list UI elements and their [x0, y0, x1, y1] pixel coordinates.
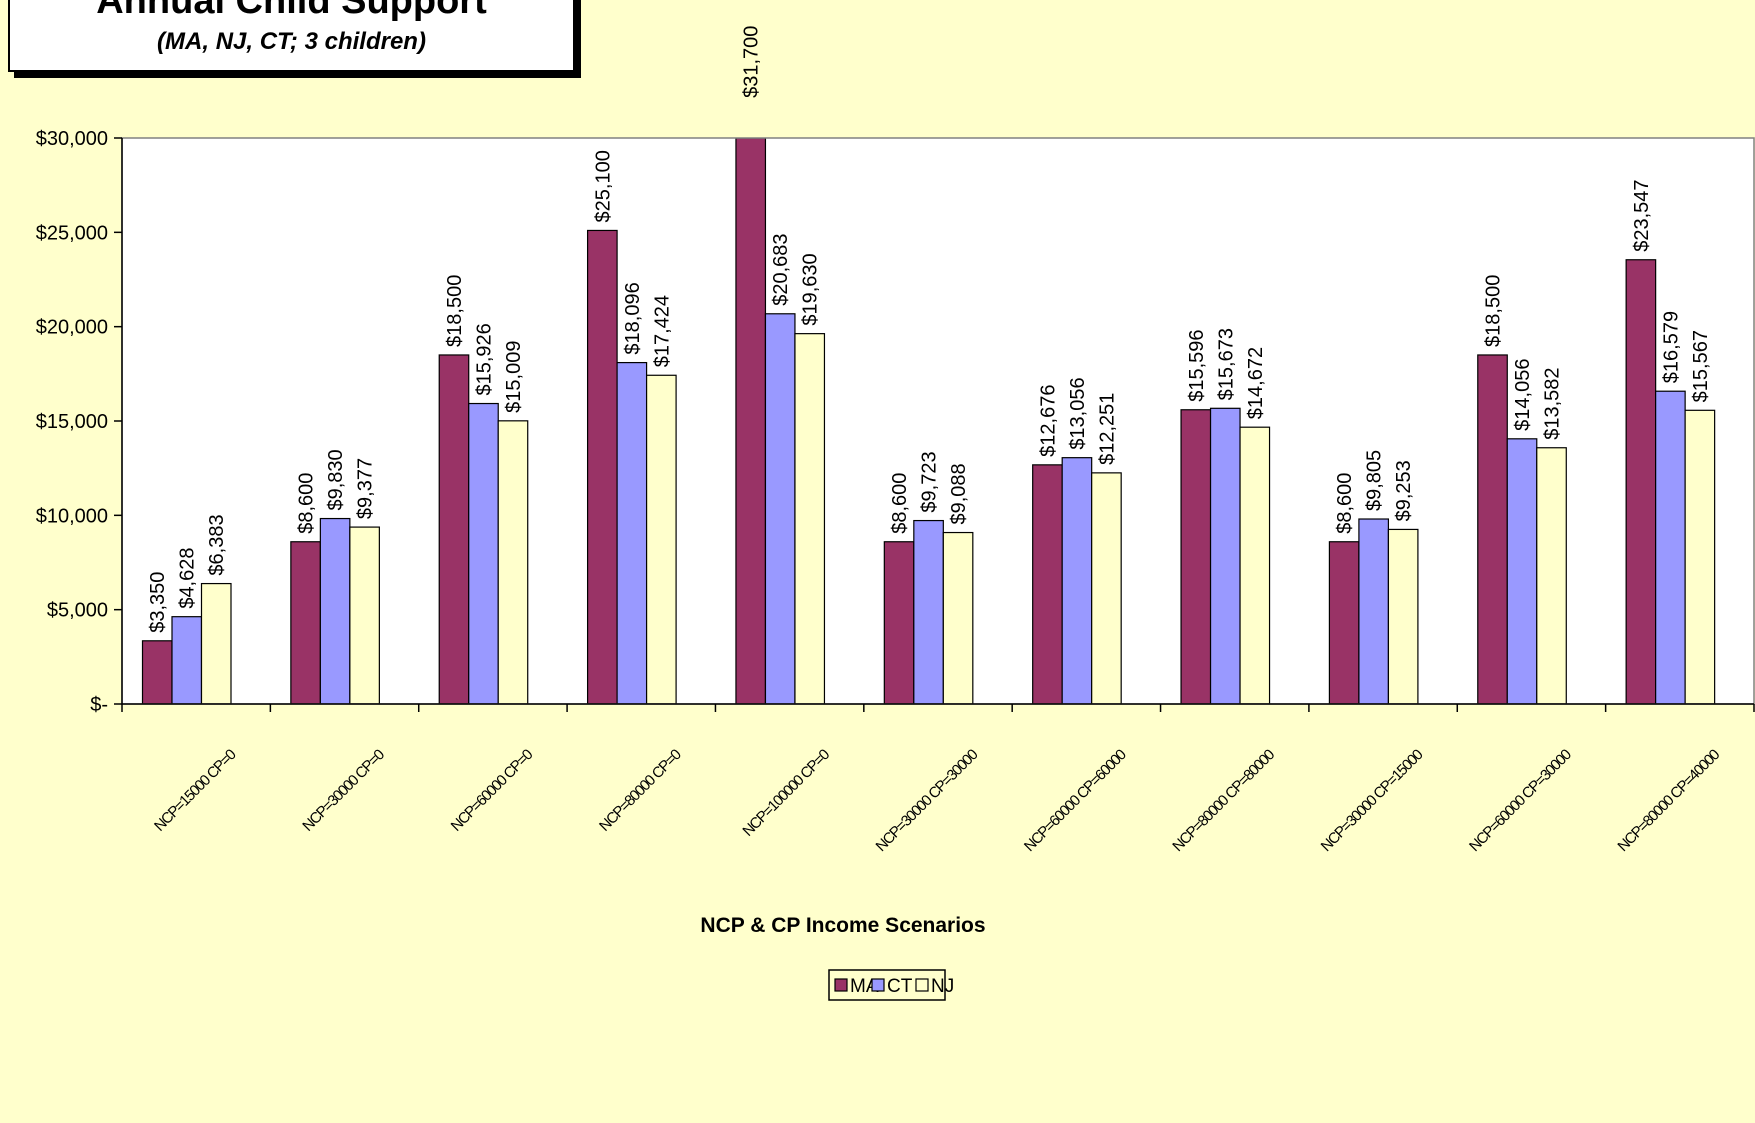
legend-swatch-nj — [915, 978, 929, 992]
x-tick-label: NCP=60000 CP=60000 — [1021, 746, 1130, 855]
bar-ct — [171, 616, 203, 704]
bar-ct — [319, 517, 351, 704]
bar-ct — [1061, 457, 1093, 704]
data-label: $12,251 — [1096, 393, 1118, 465]
data-label: $23,547 — [1631, 179, 1653, 251]
data-label: $15,596 — [1186, 329, 1208, 401]
x-tick-label: NCP=15000 CP=0 — [151, 746, 240, 835]
y-tick-label: $30,000 — [36, 128, 108, 150]
bar-ct — [1209, 407, 1241, 704]
data-label: $15,009 — [503, 341, 525, 413]
bar-ma — [1328, 541, 1360, 704]
data-label: $3,350 — [147, 572, 169, 633]
bar-nj — [1091, 472, 1122, 704]
x-tick-label: NCP=30000 CP=0 — [299, 746, 388, 835]
x-tick-label: NCP=30000 CP=15000 — [1318, 746, 1427, 855]
x-tick-label: NCP=60000 CP=30000 — [1466, 746, 1575, 855]
y-tick-label: $15,000 — [36, 411, 108, 433]
data-label: $9,830 — [325, 449, 347, 510]
x-tick-label: NCP=30000 CP=30000 — [873, 746, 982, 855]
data-label: $12,676 — [1037, 385, 1059, 457]
bar-nj — [497, 420, 529, 704]
bar-ma — [883, 541, 915, 704]
bar-ma — [735, 138, 767, 704]
bar-nj — [1536, 447, 1567, 704]
y-tick-label: $5,000 — [47, 600, 108, 622]
bar-ma — [586, 229, 618, 704]
bar-ma — [1477, 354, 1508, 704]
data-label: $4,628 — [177, 548, 199, 609]
bar-ct — [616, 361, 648, 704]
bar-nj — [794, 333, 826, 704]
x-tick-label: NCP=100000 CP=0 — [739, 746, 833, 840]
y-tick-label: $25,000 — [36, 222, 108, 244]
chart-title: Annual Child Support — [96, 0, 487, 22]
bar-ct — [1655, 390, 1686, 704]
data-label: $9,377 — [355, 458, 377, 519]
legend-swatch-ma — [834, 978, 848, 992]
legend-swatch-ct — [871, 978, 885, 992]
data-label: $20,683 — [770, 233, 792, 305]
data-label: $25,100 — [592, 150, 614, 222]
data-label: $9,253 — [1393, 460, 1415, 521]
data-label: $9,723 — [919, 451, 941, 512]
data-label: $14,056 — [1512, 359, 1534, 431]
bar-ct — [1358, 518, 1390, 704]
bar-ct — [913, 519, 944, 704]
chart-subtitle: (MA, NJ, CT; 3 children) — [157, 28, 426, 55]
data-label: $16,579 — [1660, 311, 1682, 383]
bar-nj — [942, 531, 974, 704]
data-label: $8,600 — [1334, 473, 1356, 534]
x-tick-label: NCP=60000 CP=0 — [448, 746, 537, 835]
x-tick-label: NCP=80000 CP=80000 — [1169, 746, 1278, 855]
legend-label-nj: NJ — [931, 976, 954, 997]
bar-ct — [468, 402, 499, 704]
bar-ct — [764, 313, 796, 704]
data-label: $19,630 — [800, 253, 822, 325]
data-label: $31,700 — [741, 26, 763, 98]
bar-ma — [438, 354, 470, 704]
x-axis-title: NCP & CP Income Scenarios — [700, 914, 985, 937]
data-label: $15,673 — [1215, 328, 1237, 400]
data-label: $13,056 — [1067, 377, 1089, 449]
data-label: $18,500 — [444, 275, 466, 347]
bar-nj — [200, 582, 232, 704]
data-label: $9,805 — [1364, 450, 1386, 511]
x-tick-label: NCP=80000 CP=40000 — [1614, 746, 1723, 855]
data-label: $6,383 — [206, 514, 228, 575]
y-tick-label: $- — [90, 694, 108, 716]
y-tick-label: $10,000 — [36, 505, 108, 527]
bar-nj — [1387, 528, 1419, 704]
bar-nj — [1239, 426, 1271, 704]
data-label: $17,424 — [651, 295, 673, 367]
bar-nj — [1684, 409, 1716, 704]
bar-nj — [349, 526, 380, 704]
bar-ct — [1506, 438, 1538, 704]
data-label: $14,672 — [1245, 347, 1267, 419]
bar-nj — [645, 374, 677, 704]
y-tick-label: $20,000 — [36, 317, 108, 339]
bar-ma — [290, 541, 321, 704]
x-tick-label: NCP=80000 CP=0 — [596, 746, 685, 835]
data-label: $8,600 — [296, 473, 318, 534]
data-label: $9,088 — [948, 463, 970, 524]
data-label: $15,567 — [1690, 330, 1712, 402]
legend-label-ct: CT — [887, 976, 913, 997]
data-label: $8,600 — [889, 473, 911, 534]
bar-ma — [141, 640, 173, 704]
data-label: $18,096 — [622, 282, 644, 354]
data-label: $15,926 — [473, 323, 495, 395]
bar-ma — [1180, 409, 1212, 704]
chart-title-box: Annual Child Support (MA, NJ, CT; 3 chil… — [8, 0, 575, 72]
bar-ma — [1032, 464, 1063, 704]
data-label: $18,500 — [1483, 275, 1505, 347]
data-label: $13,582 — [1542, 367, 1564, 439]
bar-ma — [1625, 259, 1657, 704]
